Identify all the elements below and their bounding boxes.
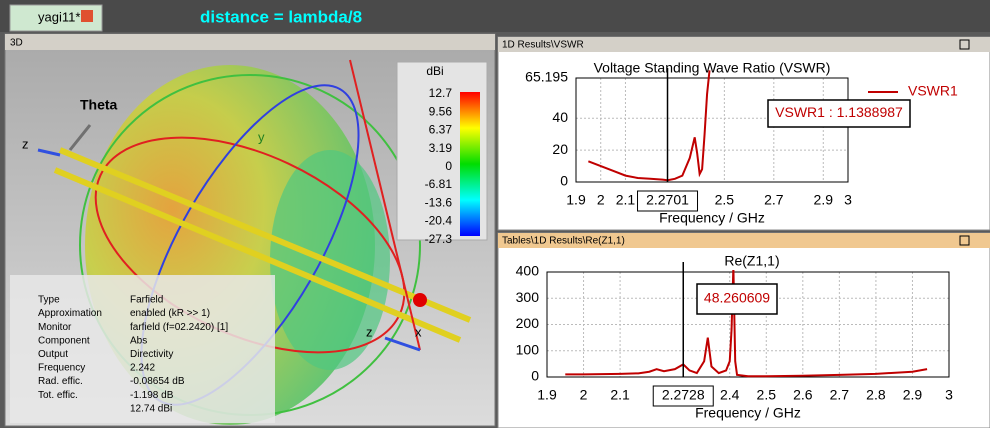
panel-title: Tables\1D Results\Re(Z1,1) [502, 236, 625, 247]
info-value: Directivity [130, 349, 173, 360]
x-tick-label: 2.6 [793, 387, 813, 403]
x-tick-label: 2.5 [757, 387, 777, 403]
x-tick-label: 2.5 [715, 192, 735, 208]
info-value: 12.74 dBi [130, 403, 172, 414]
chart-title: Re(Z1,1) [724, 253, 779, 269]
marker-x-box [637, 190, 699, 212]
colorbar-label: 3.19 [429, 141, 453, 155]
x-tick-label: 3 [945, 387, 953, 403]
info-value: farfield (f=02.2420) [1] [130, 322, 228, 333]
panel-button[interactable] [959, 39, 970, 50]
colorbar-label: 9.56 [429, 104, 453, 118]
tab-title: yagi11* [38, 9, 80, 24]
y-tick-label: 300 [516, 289, 540, 305]
info-value: -1.198 dB [130, 390, 174, 401]
info-label: Monitor [38, 322, 72, 333]
marker-annotation-box [767, 99, 911, 128]
y-tick-label: 0 [560, 173, 568, 189]
y-tick-label: 20 [552, 141, 568, 157]
info-label: Component [38, 335, 90, 346]
info-value: -0.08654 dB [130, 376, 185, 387]
source [413, 293, 427, 307]
x-tick-label: 2 [597, 192, 605, 208]
chart-panel [497, 232, 990, 428]
antenna-rod [58, 147, 472, 323]
x-tick-label: 2.9 [814, 192, 834, 208]
y-tick-label: 40 [552, 109, 568, 125]
axis-arrow [68, 124, 92, 151]
axis-label: z [22, 136, 29, 151]
info-value: 2.242 [130, 363, 155, 374]
y-tick-label: 100 [516, 341, 540, 357]
info-label: Rad. effic. [38, 376, 83, 387]
x-tick-label: 2.8 [866, 387, 886, 403]
colorbar-label: -20.4 [425, 214, 453, 228]
top-bar [0, 0, 990, 32]
marker-annotation: VSWR1 : 1.1388987 [775, 104, 903, 120]
colorbar [460, 92, 480, 236]
x-tick-label: 2.1 [616, 192, 636, 208]
axis-arrow [37, 148, 61, 157]
header-note: distance = lambda/8 [200, 7, 362, 26]
x-tick-label: 2.4 [720, 387, 740, 403]
panel-header [498, 37, 990, 52]
colorbar-label: -13.6 [425, 195, 453, 209]
chart-panel [497, 36, 990, 231]
axis-line [349, 59, 421, 351]
marker-annotation: 48.260609 [704, 290, 770, 306]
colorbar-label: 6.37 [429, 123, 453, 137]
x-tick-label: 2.7 [764, 192, 784, 208]
y-tick-label: 400 [516, 263, 540, 279]
plot-frame [575, 77, 849, 183]
marker-x-box [652, 385, 714, 407]
panel-title: 3D [10, 38, 23, 49]
axis-label: z [366, 324, 373, 339]
panel-header [498, 233, 990, 248]
axis-label: Theta [80, 97, 118, 113]
chart-title: Voltage Standing Wave Ratio (VSWR) [594, 60, 831, 76]
axis-label: x [415, 324, 422, 339]
marker-x-label: 2.2701 [646, 192, 689, 208]
marker-x-label: 2.2728 [662, 387, 705, 403]
info-label: Tot. effic. [38, 390, 78, 401]
colorbar-label: 12.7 [429, 86, 453, 100]
series-line [565, 270, 928, 378]
info-label: Approximation [38, 308, 102, 319]
colorbar-label: 0 [445, 159, 452, 173]
x-tick-label: 2.9 [903, 387, 923, 403]
antenna-rod [53, 167, 462, 343]
panel-button[interactable] [959, 235, 970, 246]
tab-close[interactable] [81, 10, 93, 22]
info-label: Type [38, 295, 60, 306]
panel-title: 1D Results\VSWR [502, 40, 584, 51]
colorbar-label: -6.81 [425, 177, 453, 191]
x-tick-label: 1.9 [537, 387, 557, 403]
axis-arrow [384, 336, 421, 352]
info-value: enabled (kR >> 1) [130, 308, 210, 319]
y-tick-label: 200 [516, 315, 540, 331]
y-tick-label: 0 [531, 368, 539, 384]
x-tick-label: 1.9 [566, 192, 586, 208]
x-axis-label: Frequency / GHz [695, 405, 801, 421]
colorbar-unit: dBi [426, 64, 443, 78]
axis-label: y [258, 129, 265, 144]
marker-annotation-box [696, 283, 778, 315]
info-label: Output [38, 349, 68, 360]
info-label: Frequency [38, 363, 85, 374]
x-axis-label: Frequency / GHz [659, 210, 765, 226]
x-tick-label: 2 [580, 387, 588, 403]
x-tick-label: 2.7 [830, 387, 850, 403]
panel-header [5, 34, 495, 50]
info-value: Farfield [130, 295, 163, 306]
legend-label: VSWR1 [908, 83, 958, 99]
colorbar-label: -27.3 [425, 232, 453, 246]
info-panel [10, 275, 275, 423]
x-tick-label: 3 [844, 192, 852, 208]
x-tick-label: 2.1 [610, 387, 630, 403]
y-tick-label: 65.195 [525, 69, 568, 85]
info-value: Abs [130, 335, 147, 346]
